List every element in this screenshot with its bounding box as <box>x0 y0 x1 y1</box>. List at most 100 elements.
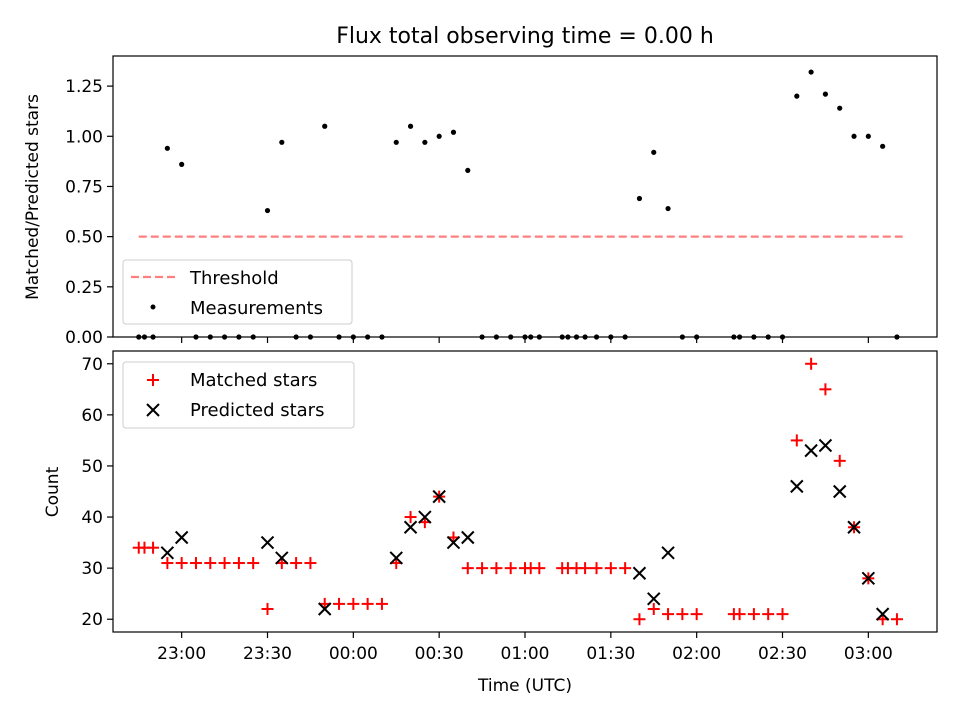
matched-stars-point <box>304 557 317 570</box>
y-tick-label: 40 <box>81 508 103 528</box>
matched-stars-point <box>232 557 245 570</box>
x-tick-label: 23:00 <box>157 644 206 664</box>
measurement-point <box>636 195 643 202</box>
measurement-point <box>837 105 843 111</box>
matched-stars-point <box>805 357 818 370</box>
measurement-point <box>808 69 814 75</box>
matched-stars-point <box>189 557 202 570</box>
measurement-point <box>665 205 671 212</box>
predicted-stars-point <box>632 566 647 580</box>
matched-stars-point <box>247 557 260 570</box>
matched-stars-point <box>690 608 703 621</box>
measurement-point <box>880 143 886 149</box>
predicted-stars-point <box>833 484 847 499</box>
matched-stars-point <box>647 603 660 616</box>
measurement-point <box>264 207 271 214</box>
measurement-point <box>179 161 185 167</box>
threshold-legend-label: Threshold <box>189 268 279 289</box>
matched-stars-point <box>404 511 417 524</box>
matched-stars-point <box>890 613 903 626</box>
predicted-stars-point <box>446 535 461 550</box>
matched-stars-point <box>790 434 803 447</box>
x-axis-label: Time (UTC) <box>477 676 572 696</box>
predicted-stars-point <box>260 535 275 550</box>
matched-stars-point <box>533 562 546 575</box>
bottom-legend: Matched stars Predicted stars <box>122 361 355 429</box>
matched-legend-swatch <box>147 374 159 386</box>
top-y-axis-label: Matched/Predicted stars <box>23 94 43 300</box>
chart-title: Flux total observing time = 0.00 h <box>336 24 714 49</box>
matched-stars-point <box>633 613 646 626</box>
predicted-stars-point <box>160 546 175 560</box>
x-tick-label: 00:30 <box>415 644 464 664</box>
matched-stars-point <box>619 562 632 575</box>
x-tick-label: 01:00 <box>501 644 550 664</box>
measurement-point <box>407 123 414 129</box>
predicted-stars-point <box>647 592 661 606</box>
predicted-stars-point <box>174 530 189 545</box>
matched-stars-point <box>590 562 603 575</box>
measurement-point <box>436 133 442 139</box>
predicted-stars-point <box>275 551 289 565</box>
matched-stars-point <box>147 541 160 554</box>
y-tick-label: 1.00 <box>65 127 103 147</box>
predicted-legend-swatch <box>146 403 160 417</box>
y-tick-label: 30 <box>81 559 103 579</box>
measurement-point <box>422 139 428 145</box>
matched-stars-point <box>290 557 303 570</box>
predicted-stars-point <box>403 520 418 534</box>
y-tick-label: 0.75 <box>65 177 103 197</box>
measurement-point <box>851 133 857 139</box>
matched-stars-point <box>333 597 346 610</box>
y-tick-label: 0.50 <box>65 228 103 248</box>
predicted-stars-point <box>432 489 446 504</box>
matched-stars-point <box>676 608 689 621</box>
matched-stars-point <box>579 562 592 575</box>
matched-stars-point <box>662 608 675 621</box>
matched-stars-point <box>261 603 274 616</box>
predicted-stars-point <box>790 479 804 494</box>
matched-stars-point <box>733 608 746 621</box>
predicted-stars-point <box>661 546 675 560</box>
matched-legend-label: Matched stars <box>190 370 317 391</box>
predicted-stars-point <box>418 510 432 524</box>
measurement-point <box>865 133 871 139</box>
predicted-stars-point <box>461 530 475 545</box>
measurement-point <box>322 123 328 129</box>
predicted-stars-point <box>861 571 876 586</box>
matched-stars-point <box>218 557 231 570</box>
bottom-y-axis-label: Count <box>43 466 63 517</box>
x-tick-label: 02:30 <box>758 644 807 664</box>
measurement-point <box>393 139 399 145</box>
matched-stars-point <box>204 557 217 570</box>
matched-stars-point <box>833 454 846 467</box>
measurement-point <box>450 129 457 135</box>
matched-stars-point <box>747 608 760 621</box>
y-tick-label: 60 <box>81 406 103 426</box>
measurements-legend-label: Measurements <box>190 298 323 319</box>
predicted-stars-point <box>847 520 861 534</box>
matched-stars-point <box>347 597 360 610</box>
predicted-stars-point <box>804 443 818 458</box>
measurement-point <box>651 149 657 155</box>
bottom-axes: 20 30 40 50 60 70 23:00 23:30 00:00 00:30 01:00 01:… <box>81 350 938 664</box>
y-tick-label: 20 <box>81 610 103 630</box>
measurement-point <box>279 139 285 145</box>
matched-stars-point <box>762 608 775 621</box>
measurements-legend-swatch <box>150 304 156 310</box>
y-tick-label: 1.25 <box>65 77 103 97</box>
measurement-point <box>794 93 800 99</box>
matched-stars-point <box>490 562 503 575</box>
x-tick-label: 03:00 <box>844 644 893 664</box>
matched-stars-point <box>175 557 188 570</box>
predicted-legend-label: Predicted stars <box>190 400 324 421</box>
matched-stars-point <box>504 562 517 575</box>
y-tick-label: 70 <box>81 355 103 375</box>
matched-stars-point <box>604 562 617 575</box>
x-tick-label: 23:30 <box>243 644 292 664</box>
predicted-stars-point <box>875 607 890 621</box>
measurement-point <box>465 167 471 174</box>
matched-stars-point <box>375 597 388 610</box>
matched-stars-point <box>161 557 174 570</box>
